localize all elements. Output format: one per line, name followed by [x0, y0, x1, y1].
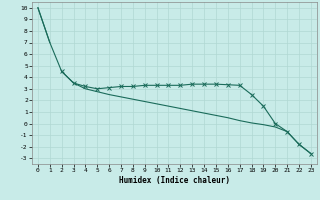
- X-axis label: Humidex (Indice chaleur): Humidex (Indice chaleur): [119, 176, 230, 185]
